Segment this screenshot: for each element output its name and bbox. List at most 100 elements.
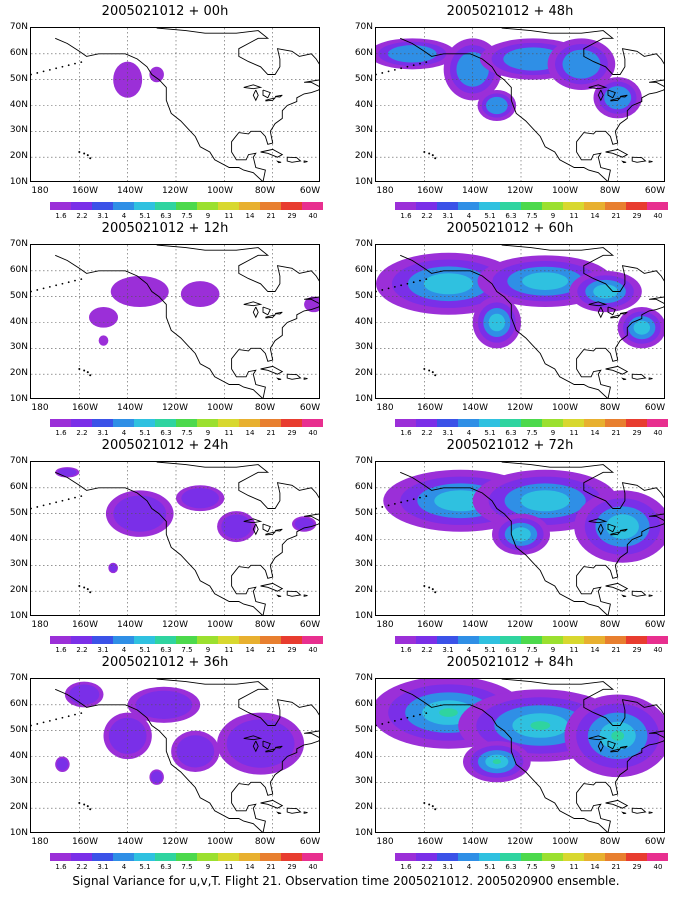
colorbar-tick-label: 4: [466, 212, 472, 220]
map-panel: 2005021012 + 24h 70N 60N 50N 40N 30N 20N 10N 180…: [0, 438, 330, 654]
panel-title: 2005021012 + 72h: [446, 438, 574, 453]
latitude-label: 30N: [354, 125, 373, 136]
colorbar: [50, 419, 323, 427]
colorbar-tick-label: 9: [205, 429, 211, 437]
colorbar-swatch: [71, 202, 92, 210]
latitude-label: 30N: [354, 342, 373, 353]
island-dot: [425, 495, 428, 497]
panel-title: 2005021012 + 12h: [101, 221, 229, 236]
lake-outline: [262, 306, 271, 316]
latitude-label: 50N: [354, 73, 373, 84]
map-canvas: [31, 28, 319, 181]
colorbar-swatch: [197, 419, 218, 427]
colorbar-swatch: [218, 419, 239, 427]
lake-outline: [265, 747, 277, 753]
signal-contour: [492, 759, 501, 765]
colorbar-swatch: [281, 202, 302, 210]
longitude-label: 140W: [116, 186, 144, 196]
colorbar: [50, 853, 323, 861]
island-dot: [48, 502, 51, 505]
signal-contour: [604, 86, 632, 110]
colorbar-swatch: [542, 419, 563, 427]
colorbar-tick-label: 1.6: [55, 646, 67, 654]
colorbar-tick-label: 5.1: [484, 429, 496, 437]
island-dot: [423, 368, 426, 370]
island-dot: [67, 64, 70, 67]
island-dot: [428, 369, 431, 372]
latitude-label: 70N: [9, 456, 28, 466]
colorbar-swatch: [260, 419, 281, 427]
colorbar-tick-label: 5.1: [139, 646, 151, 654]
colorbar-swatch: [239, 853, 260, 861]
map-canvas: [376, 679, 664, 832]
colorbar-tick-label: 14: [245, 212, 255, 220]
lake-outline: [620, 745, 628, 749]
latitude-label: 10N: [354, 611, 373, 621]
colorbar-tick-label: 2.2: [421, 429, 433, 437]
panel-title: 2005021012 + 60h: [446, 221, 574, 236]
island-dot: [400, 718, 403, 721]
colorbar-swatch: [416, 419, 437, 427]
latitude-label: 20N: [354, 585, 373, 596]
longitude-label: 120W: [161, 620, 189, 630]
island-dot: [36, 289, 39, 291]
longitude-label: 100W: [551, 186, 579, 196]
island-dot: [387, 287, 390, 290]
longitude-label: 140W: [461, 186, 489, 196]
signal-contour: [181, 488, 220, 509]
longitude-label: 60W: [299, 186, 321, 196]
island-outline: [648, 594, 653, 597]
coastline: [501, 462, 664, 615]
colorbar: [395, 419, 668, 427]
colorbar-swatch: [416, 202, 437, 210]
longitude-label: 100W: [206, 403, 234, 413]
latitude-label: 10N: [9, 828, 28, 838]
colorbar-swatch: [176, 419, 197, 427]
colorbar-swatch: [500, 419, 521, 427]
colorbar-tick-label: 9: [205, 646, 211, 654]
latitude-label: 40N: [354, 316, 373, 327]
colorbar-tick-label: 11: [569, 863, 579, 871]
signal-contour: [593, 284, 618, 299]
colorbar-tick-label: 14: [590, 429, 600, 437]
longitude-label: 180: [31, 403, 49, 413]
island-outline: [648, 811, 653, 814]
island-dot: [406, 282, 409, 285]
colorbar-tick-label: 1.6: [400, 646, 412, 654]
colorbar-swatch: [281, 853, 302, 861]
colorbar-swatch: [563, 636, 584, 644]
colorbar-swatch: [113, 202, 134, 210]
latitude-label: 40N: [354, 533, 373, 544]
coastline: [400, 254, 608, 398]
map-area: [30, 27, 320, 182]
island-dot: [434, 157, 437, 160]
lake-outline: [252, 523, 259, 536]
coastline: [55, 37, 263, 181]
colorbar-tick-label: 5.1: [484, 212, 496, 220]
lake-outline: [620, 528, 628, 532]
island-dot: [89, 591, 92, 594]
island-dot: [376, 724, 377, 727]
colorbar-swatch: [521, 202, 542, 210]
lake-outline: [588, 301, 608, 307]
island-dot: [412, 715, 415, 718]
colorbar-swatch: [437, 853, 458, 861]
colorbar-swatch: [395, 419, 416, 427]
colorbar-tick-label: 40: [653, 212, 663, 220]
island-dot: [393, 719, 396, 722]
longitude-label: 60W: [644, 620, 666, 630]
island-outline: [286, 807, 302, 814]
colorbar-swatch: [416, 853, 437, 861]
map-panel: 2005021012 + 72h 70N 60N 50N 40N 30N 20N 10N 180…: [345, 438, 675, 654]
colorbar-tick-label: 4: [121, 863, 127, 871]
colorbar-swatch: [50, 202, 71, 210]
lake-outline: [597, 89, 604, 102]
coastline: [501, 245, 664, 398]
island-dot: [83, 369, 86, 372]
colorbar-swatch: [626, 202, 647, 210]
island-outline: [260, 799, 284, 809]
island-dot: [78, 368, 81, 370]
colorbar-swatch: [134, 636, 155, 644]
island-dot: [428, 803, 431, 806]
lake-outline: [597, 523, 604, 536]
